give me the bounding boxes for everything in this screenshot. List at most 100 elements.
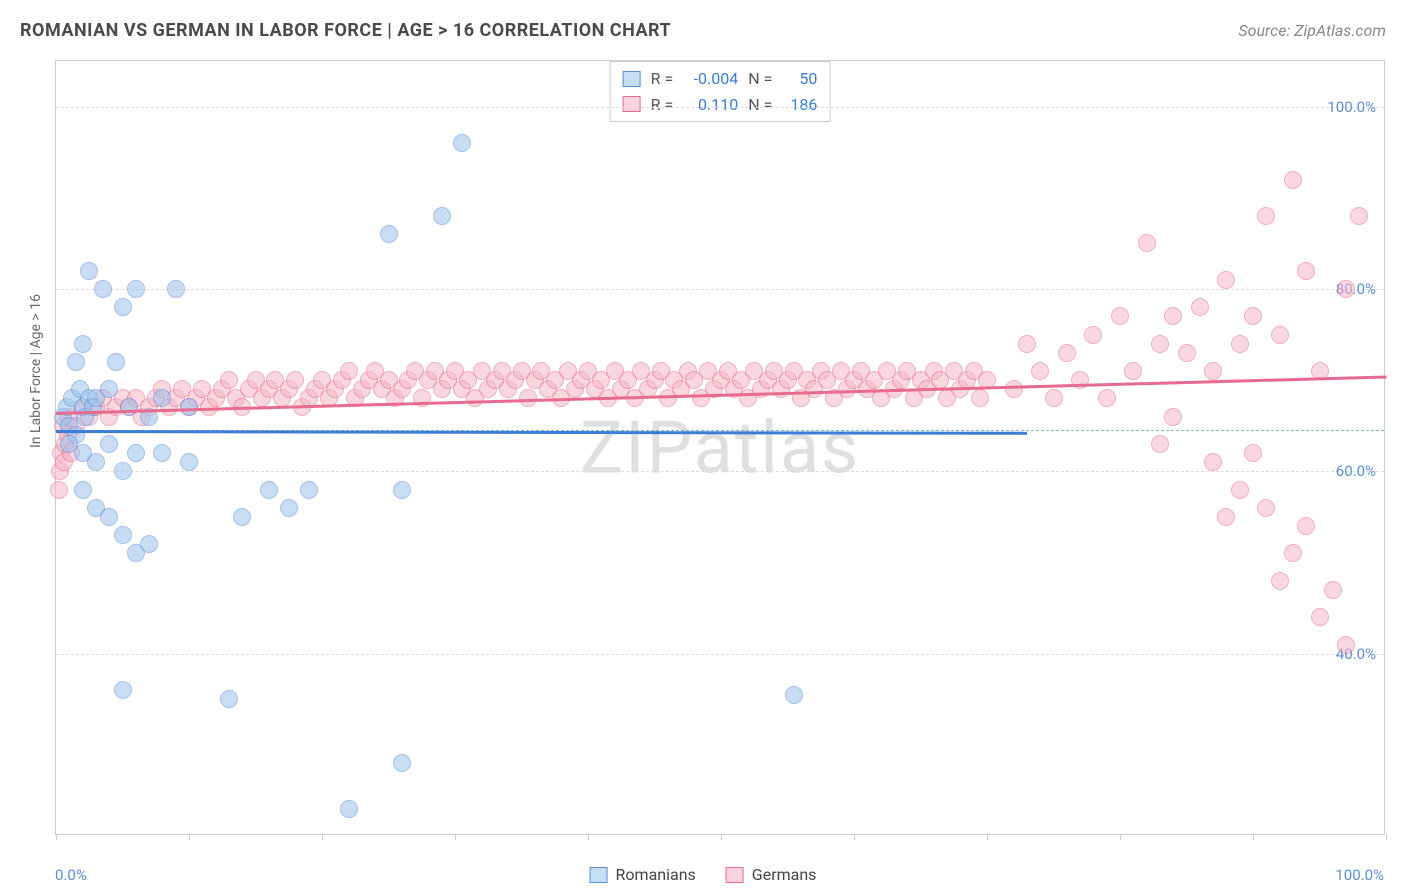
romanians-point	[393, 754, 411, 772]
germans-point	[1217, 271, 1235, 289]
germans-point	[1244, 307, 1262, 325]
romanians-point	[300, 481, 318, 499]
r-label: R =	[651, 92, 674, 118]
chart-title: ROMANIAN VS GERMAN IN LABOR FORCE | AGE …	[20, 20, 671, 41]
germans-point	[1257, 207, 1275, 225]
legend-item: Romanians	[590, 865, 696, 884]
germans-point	[971, 389, 989, 407]
germans-point	[1217, 508, 1235, 526]
x-tick	[1120, 834, 1121, 840]
germans-point	[286, 371, 304, 389]
romanians-point	[167, 280, 185, 298]
stats-row: R = -0.004 N = 50	[623, 66, 818, 92]
germans-point	[1284, 171, 1302, 189]
romanians-point	[100, 435, 118, 453]
y-tick-label: 60.0%	[1336, 462, 1376, 480]
germans-point	[1284, 544, 1302, 562]
grid-line	[56, 289, 1384, 290]
germans-point	[1164, 408, 1182, 426]
legend-swatch	[623, 71, 641, 87]
romanians-point	[453, 134, 471, 152]
romanians-point	[100, 508, 118, 526]
germans-point	[1005, 380, 1023, 398]
romanians-point	[260, 481, 278, 499]
legend-swatch	[623, 96, 641, 112]
germans-point	[220, 371, 238, 389]
germans-point	[1311, 608, 1329, 626]
legend-label: Romanians	[616, 865, 696, 884]
germans-point	[1297, 517, 1315, 535]
germans-point	[1031, 362, 1049, 380]
germans-point	[1324, 581, 1342, 599]
romanians-point	[153, 444, 171, 462]
x-axis-min-label: 0.0%	[55, 866, 87, 884]
legend-label: Germans	[752, 865, 817, 884]
romanians-point	[393, 481, 411, 499]
romanians-point	[114, 681, 132, 699]
germans-point	[1084, 326, 1102, 344]
romanians-point	[127, 280, 145, 298]
n-value: 50	[782, 66, 817, 92]
romanians-point	[340, 800, 358, 818]
germans-point	[1231, 335, 1249, 353]
romanians-point	[233, 508, 251, 526]
germans-point	[1111, 307, 1129, 325]
grid-line	[56, 107, 1384, 108]
germans-point	[1138, 234, 1156, 252]
germans-point	[1244, 444, 1262, 462]
germans-point	[1350, 207, 1368, 225]
romanians-point	[433, 207, 451, 225]
grid-line	[56, 471, 1384, 472]
germans-point	[1058, 344, 1076, 362]
x-tick	[721, 834, 722, 840]
germans-point	[1337, 280, 1355, 298]
romanians-point	[380, 225, 398, 243]
germans-point	[1191, 298, 1209, 316]
romanians-point	[74, 335, 92, 353]
germans-point	[1178, 344, 1196, 362]
romanians-point	[153, 389, 171, 407]
x-tick	[322, 834, 323, 840]
x-tick	[1386, 834, 1387, 840]
n-label: N =	[748, 66, 772, 92]
germans-point	[1124, 362, 1142, 380]
romanians-point	[127, 444, 145, 462]
x-tick	[455, 834, 456, 840]
romanians-point	[280, 499, 298, 517]
r-value: -0.004	[683, 66, 738, 92]
germans-point	[1271, 572, 1289, 590]
romanians-point	[120, 398, 138, 416]
germans-point	[340, 362, 358, 380]
r-label: R =	[651, 66, 674, 92]
source-attribution: Source: ZipAtlas.com	[1238, 21, 1386, 40]
romanians-point	[114, 298, 132, 316]
romanians-trend-line	[56, 430, 1027, 434]
romanians-point	[114, 462, 132, 480]
romanians-point	[100, 380, 118, 398]
x-tick	[588, 834, 589, 840]
romanians-point	[67, 353, 85, 371]
germans-point	[1045, 389, 1063, 407]
chart-header: ROMANIAN VS GERMAN IN LABOR FORCE | AGE …	[20, 20, 1386, 41]
germans-point	[1151, 335, 1169, 353]
romanians-point	[94, 280, 112, 298]
grid-line	[56, 654, 1384, 655]
scatter-plot-area: ZIPatlas R =-0.004N =50R =0.110N =186 40…	[55, 60, 1385, 835]
legend-swatch	[726, 867, 744, 883]
germans-point	[1204, 453, 1222, 471]
germans-point	[1098, 389, 1116, 407]
series-legend: Romanians Germans	[590, 865, 817, 884]
romanians-point	[220, 690, 238, 708]
germans-point	[1151, 435, 1169, 453]
romanians-point	[140, 535, 158, 553]
x-tick	[189, 834, 190, 840]
correlation-stats-legend: R =-0.004N =50R =0.110N =186	[610, 61, 831, 122]
germans-point	[1257, 499, 1275, 517]
y-tick-label: 100.0%	[1327, 98, 1376, 116]
germans-point	[1271, 326, 1289, 344]
germans-point	[1204, 362, 1222, 380]
n-label: N =	[748, 92, 772, 118]
romanians-point	[80, 262, 98, 280]
romanians-point	[114, 526, 132, 544]
x-tick	[854, 834, 855, 840]
